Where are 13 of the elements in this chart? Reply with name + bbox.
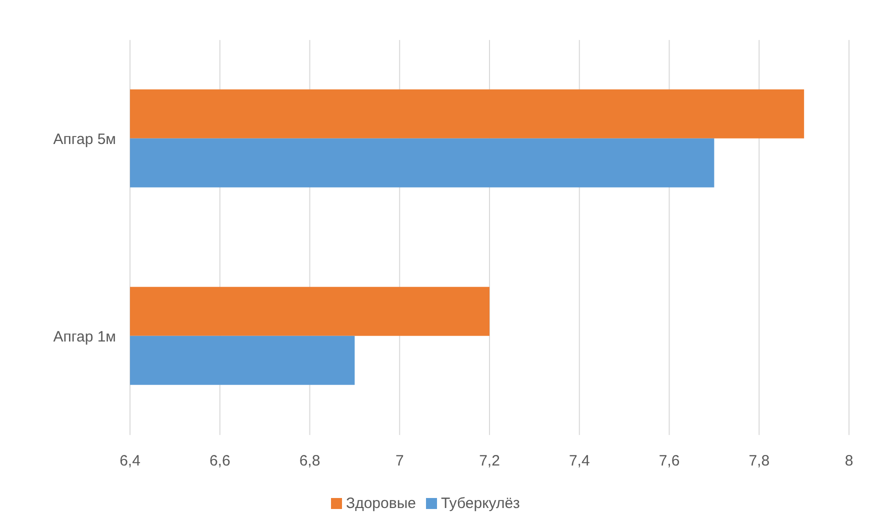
y-tick-label: Апгар 5м	[53, 131, 116, 148]
x-tick-label: 7,4	[568, 452, 590, 470]
x-tick-label: 6,8	[299, 452, 320, 470]
x-tick-label: 7,2	[479, 452, 500, 470]
legend-label: Здоровые	[346, 495, 416, 512]
x-tick-label: 8	[844, 452, 854, 470]
x-tick-label: 7,6	[658, 452, 680, 470]
legend-label: Туберкулёз	[440, 495, 520, 512]
x-tick-label: 6,4	[120, 452, 140, 470]
x-tick-label: 6,6	[209, 452, 230, 470]
y-tick-label: Апгар 1м	[53, 328, 116, 346]
x-tick-label: 7,8	[748, 452, 770, 470]
x-tick-label: 7	[395, 452, 404, 470]
